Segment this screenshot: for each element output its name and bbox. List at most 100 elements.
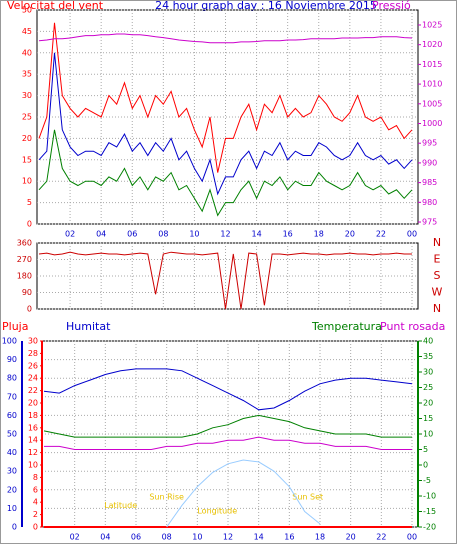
x-tick-label: 06	[131, 533, 141, 542]
y-tick-label: 0	[27, 220, 32, 229]
x-tick-label: 02	[70, 533, 80, 542]
y-tick-label: 35	[423, 352, 433, 361]
direction-label: E	[434, 253, 441, 266]
y-tick-label: 16	[28, 423, 38, 432]
x-tick-label: 08	[158, 230, 168, 239]
series-line	[43, 414, 412, 438]
x-tick-label: 20	[345, 230, 355, 239]
y-tick-label: 4	[33, 498, 38, 507]
y-tick-label: 1025	[422, 20, 442, 29]
y-tick-label: 35	[22, 70, 32, 79]
humidity-label: Humitat	[66, 320, 111, 333]
y-tick-label: 18	[28, 411, 38, 420]
series-line	[38, 129, 413, 217]
y-tick-label: 1000	[422, 119, 442, 128]
x-tick-label: 18	[315, 533, 325, 542]
series-line	[166, 459, 321, 528]
sun-annotation: Sun Set	[292, 493, 323, 502]
x-tick-label: 10	[189, 230, 199, 239]
y-tick-label: 1020	[422, 40, 442, 49]
y-tick-label: 50	[22, 6, 32, 15]
y-tick-label: 5	[27, 198, 32, 207]
y-tick-label: 30	[28, 337, 38, 346]
direction-label: N	[433, 236, 441, 249]
y-tick-label: 30	[7, 467, 17, 476]
y-tick-label: 1005	[422, 99, 442, 108]
y-tick-label: 0	[27, 305, 32, 314]
y-tick-label: 100	[2, 337, 17, 346]
x-tick-label: 14	[251, 230, 261, 239]
y-tick-label: 14	[28, 436, 38, 445]
x-tick-label: 12	[220, 230, 230, 239]
y-tick-label: 980	[422, 198, 437, 207]
y-tick-label: 60	[7, 411, 17, 420]
direction-label: N	[433, 302, 441, 315]
y-tick-label: -10	[423, 492, 436, 501]
y-tick-label: 0	[33, 523, 38, 532]
x-tick-label: 00	[407, 533, 417, 542]
x-tick-label: 08	[162, 533, 172, 542]
x-tick-label: 22	[376, 533, 386, 542]
x-tick-label: 04	[100, 533, 110, 542]
y-tick-label: 24	[28, 374, 38, 383]
series-line	[43, 368, 413, 411]
dewpoint-label: Punt rosada	[380, 320, 445, 333]
y-tick-label: 995	[422, 139, 437, 148]
x-tick-label: 10	[192, 533, 202, 542]
x-tick-label: 06	[127, 230, 137, 239]
y-tick-label: 26	[28, 361, 38, 370]
series-line	[38, 33, 413, 44]
y-tick-label: 1015	[422, 60, 442, 69]
y-tick-label: 30	[22, 91, 32, 100]
y-tick-label: 40	[423, 337, 433, 346]
y-tick-label: 10	[22, 177, 32, 186]
temperature-label: Temperatura	[311, 320, 382, 333]
y-tick-label: 20	[22, 134, 32, 143]
y-tick-label: 270	[17, 255, 32, 264]
y-tick-label: 975	[422, 218, 437, 227]
y-tick-label: -5	[423, 476, 431, 485]
y-tick-label: 15	[22, 155, 32, 164]
series-line	[44, 436, 412, 450]
y-tick-label: 5	[423, 445, 428, 454]
y-tick-label: 80	[7, 374, 17, 383]
y-tick-label: -20	[423, 523, 436, 532]
y-tick-label: 50	[7, 430, 17, 439]
x-tick-label: 02	[65, 230, 75, 239]
y-tick-label: 1010	[422, 80, 442, 89]
sun-annotation: Longitude	[197, 506, 237, 515]
sun-annotation: Latitude	[104, 501, 137, 510]
y-tick-label: 30	[423, 368, 433, 377]
y-tick-label: 12	[28, 448, 38, 457]
x-tick-label: 20	[346, 533, 356, 542]
chart-title: 24 hour graph day : 16 Noviembre 2015	[155, 0, 377, 12]
y-tick-label: 45	[22, 27, 32, 36]
x-tick-label: 18	[314, 230, 324, 239]
y-tick-label: 2	[33, 510, 38, 519]
series-line	[38, 52, 413, 196]
y-tick-label: 360	[17, 239, 32, 248]
y-tick-label: 90	[22, 288, 32, 297]
y-tick-label: 22	[28, 386, 38, 395]
series-line	[38, 22, 413, 173]
pressure-label: Pressió	[372, 0, 411, 12]
y-tick-label: 28	[28, 349, 38, 358]
rain-label: Pluja	[2, 320, 28, 333]
x-tick-label: 04	[96, 230, 106, 239]
y-tick-label: 25	[22, 113, 32, 122]
direction-label: W	[432, 286, 443, 299]
y-tick-label: 8	[33, 473, 38, 482]
series-line	[38, 251, 412, 310]
y-tick-label: 40	[7, 448, 17, 457]
y-tick-label: 15	[423, 414, 433, 423]
sun-annotation: Sun Rise	[149, 493, 184, 502]
y-tick-label: 6	[33, 485, 38, 494]
y-tick-label: 25	[423, 383, 433, 392]
wind-label: Velocitat del vent	[7, 0, 104, 12]
y-tick-label: 180	[17, 272, 32, 281]
y-tick-label: 0	[423, 461, 428, 470]
y-tick-label: -15	[423, 507, 436, 516]
y-tick-label: 10	[7, 504, 17, 513]
